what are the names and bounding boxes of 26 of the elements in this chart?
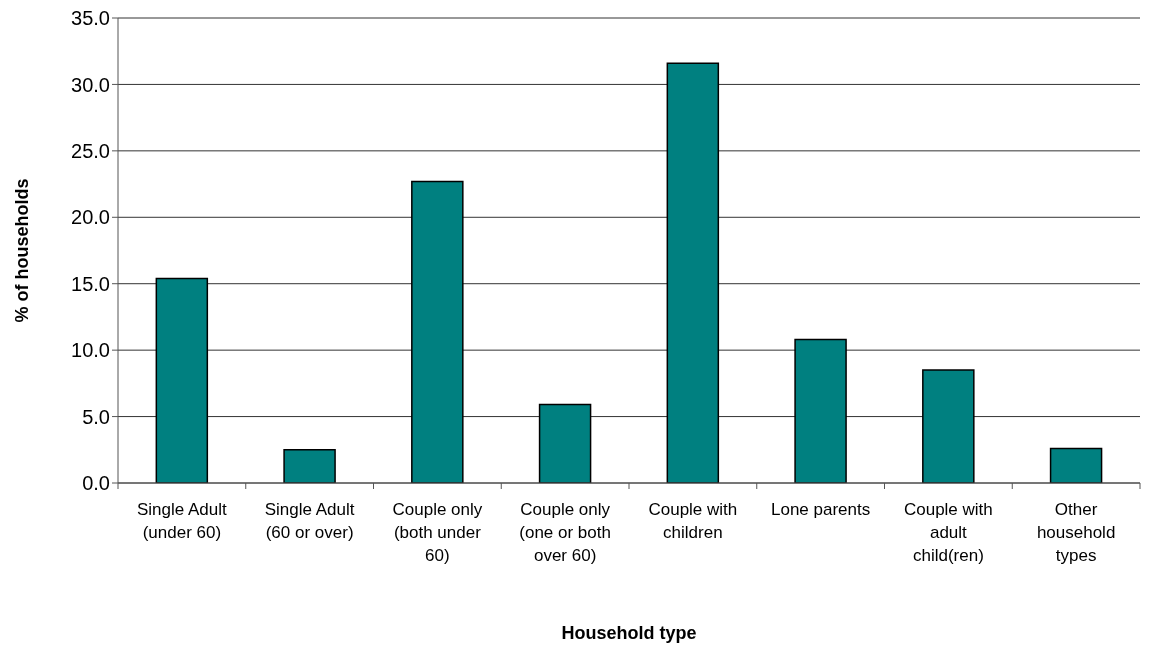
x-tick-label: Couple only (one or both over 60) xyxy=(519,500,611,565)
bar xyxy=(922,369,975,483)
y-axis-title: % of households xyxy=(12,178,32,323)
bar xyxy=(283,449,336,483)
y-tick-label: 20.0 xyxy=(71,206,110,229)
bar xyxy=(1049,447,1103,483)
y-tick-label: 25.0 xyxy=(71,139,110,162)
x-tick-label: Lone parents xyxy=(771,500,871,519)
x-tick-label: Couple with adult child(ren) xyxy=(903,500,993,565)
y-tick-label: 0.0 xyxy=(82,472,110,495)
x-axis-title: Household type xyxy=(561,623,697,643)
y-tick-label: 10.0 xyxy=(71,339,110,362)
x-tick-label: Couple only (both under 60) xyxy=(392,500,483,565)
x-tick-label: Single Adult (60 or over) xyxy=(264,500,355,542)
bar xyxy=(794,338,847,483)
bar xyxy=(155,277,209,483)
bar xyxy=(666,62,720,483)
y-tick-label: 15.0 xyxy=(71,272,110,295)
y-tick-label: 35.0 xyxy=(71,7,110,30)
x-tick-label: Single Adult (under 60) xyxy=(136,500,228,542)
x-tick-label: Other household types xyxy=(1036,500,1116,565)
x-tick-label: Couple with children xyxy=(648,500,738,542)
bar xyxy=(538,403,592,483)
y-tick-label: 5.0 xyxy=(82,405,110,428)
bar xyxy=(411,180,464,483)
y-tick-label: 30.0 xyxy=(71,73,110,96)
